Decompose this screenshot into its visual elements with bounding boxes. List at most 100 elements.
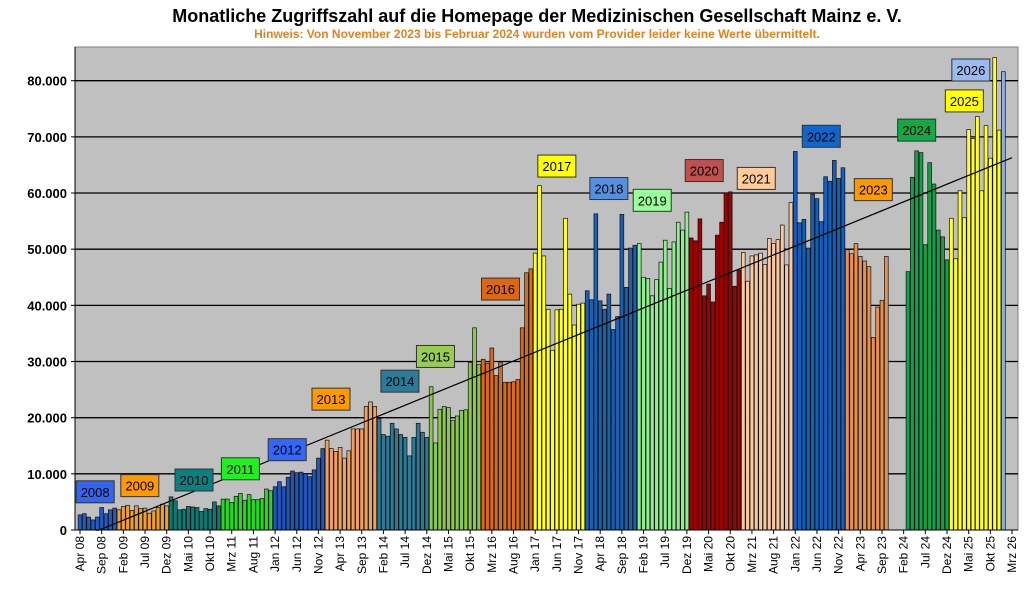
bar-2022-11 <box>836 178 841 531</box>
x-tick-label: Jan 22 <box>788 536 802 572</box>
x-tick-label: Jan 17 <box>528 536 542 572</box>
bar-2014-9 <box>411 436 417 531</box>
x-tick-label: Sep 08 <box>95 536 109 574</box>
year-label-box <box>267 438 307 462</box>
bar-2026-1 <box>1001 71 1006 531</box>
x-tick-label: Jul 09 <box>138 536 152 568</box>
bar-2008-1 <box>77 514 83 531</box>
year-label-2009: 2009 <box>120 474 160 498</box>
y-tick-label: 80.000 <box>27 74 67 89</box>
bar-2024-5 <box>923 244 928 531</box>
bar-2014-7 <box>402 436 408 531</box>
bar-2011-1 <box>220 498 226 531</box>
year-label-text: 2017 <box>542 159 571 174</box>
y-tick-label: 60.000 <box>27 186 67 201</box>
bar-2010-6 <box>190 506 195 531</box>
year-label-text: 2026 <box>956 63 985 78</box>
bar-2023-3 <box>853 243 859 531</box>
bar-2015-3 <box>437 408 443 531</box>
bar-2023-6 <box>866 266 872 531</box>
bar-2018-8 <box>615 316 620 531</box>
bar-2009-10 <box>155 507 161 531</box>
bar-2008-9 <box>112 507 117 531</box>
year-label-text: 2018 <box>594 182 623 197</box>
bar-2018-9 <box>619 214 625 531</box>
bar-2025-10 <box>988 157 993 531</box>
bar-2008-4 <box>90 519 96 531</box>
bar-2018-4 <box>597 300 603 531</box>
year-label-2017: 2017 <box>537 154 577 178</box>
x-tick-label: Dez 09 <box>160 536 174 574</box>
bar-2022-5 <box>810 193 815 531</box>
bar-2025-8 <box>979 190 984 531</box>
bar-2010-12 <box>216 505 221 531</box>
bar-2016-9 <box>515 379 521 531</box>
bar-2023-1 <box>845 249 850 531</box>
x-tick-label: Mrz 11 <box>225 536 239 572</box>
bar-2022-12 <box>840 167 846 531</box>
year-label-text: 2015 <box>421 349 450 364</box>
bar-2020-2 <box>693 240 698 531</box>
y-axis: 0 10.000 20.000 30.000 40.000 50.000 60.000 70.… <box>27 47 1018 538</box>
bar-2020-12 <box>736 269 742 531</box>
bar-2019-9 <box>671 241 677 531</box>
bar-2020-9 <box>723 192 729 531</box>
x-tick-label: Okt 20 <box>723 536 737 572</box>
bar-2021-12 <box>788 202 794 531</box>
bar-2017-3 <box>541 255 547 531</box>
bar-2012-8 <box>303 473 308 531</box>
bar-2014-12 <box>424 436 430 531</box>
year-label-2019: 2019 <box>632 188 672 212</box>
bar-2024-2 <box>910 176 915 531</box>
bar-2019-8 <box>667 288 672 531</box>
x-tick-label: Mai 25 <box>962 536 976 572</box>
y-tick-label: 0 <box>60 523 67 538</box>
bar-2021-3 <box>749 255 755 531</box>
bar-2013-8 <box>355 428 360 531</box>
x-tick-label: Mrz 26 <box>1005 536 1019 573</box>
year-label-text: 2011 <box>226 462 254 477</box>
bar-2018-2 <box>589 299 594 531</box>
x-tick-label: Okt 10 <box>203 536 217 572</box>
year-label-box <box>736 166 776 190</box>
x-tick-label: Okt 25 <box>983 536 997 572</box>
x-tick-label: Nov 22 <box>832 536 846 574</box>
x-tick-label: Sep 13 <box>355 536 369 574</box>
bar-2022-9 <box>827 180 833 531</box>
year-label-text: 2021 <box>742 171 771 186</box>
bar-2013-7 <box>350 428 356 531</box>
bar-2021-7 <box>767 238 772 531</box>
x-tick-label: Mrz 16 <box>485 536 499 573</box>
bar-2017-10 <box>571 324 577 531</box>
bar-2023-4 <box>858 256 863 531</box>
bar-2020-10 <box>727 191 733 531</box>
x-tick-label: Apr 18 <box>593 536 607 572</box>
bar-2019-6 <box>658 261 664 531</box>
year-label-2015: 2015 <box>415 344 455 368</box>
bar-2010-5 <box>186 506 191 531</box>
year-label-2012: 2012 <box>267 438 307 462</box>
bar-2009-8 <box>147 512 152 531</box>
year-label-text: 2010 <box>180 473 209 488</box>
bar-2022-8 <box>823 176 828 531</box>
bar-2008-5 <box>95 516 100 531</box>
bar-2017-12 <box>580 302 586 531</box>
bar-2011-11 <box>264 488 269 531</box>
bar-2020-8 <box>719 221 724 531</box>
bar-2020-1 <box>688 237 694 531</box>
year-label-box <box>220 457 260 481</box>
bar-2017-9 <box>567 293 573 531</box>
bar-2022-1 <box>793 151 798 531</box>
year-label-box <box>480 277 520 301</box>
bar-2016-8 <box>511 381 516 531</box>
bar-2023-2 <box>849 253 854 531</box>
year-label-text: 2025 <box>950 94 979 109</box>
bar-2016-5 <box>498 361 503 531</box>
x-tick-label: Aug 21 <box>767 536 781 574</box>
bar-2020-11 <box>732 285 737 531</box>
y-tick-label: 20.000 <box>27 411 67 426</box>
bar-2013-4 <box>337 447 343 531</box>
year-label-box <box>174 468 214 492</box>
bar-2016-11 <box>524 272 529 531</box>
x-tick-label: Sep 18 <box>615 536 629 574</box>
